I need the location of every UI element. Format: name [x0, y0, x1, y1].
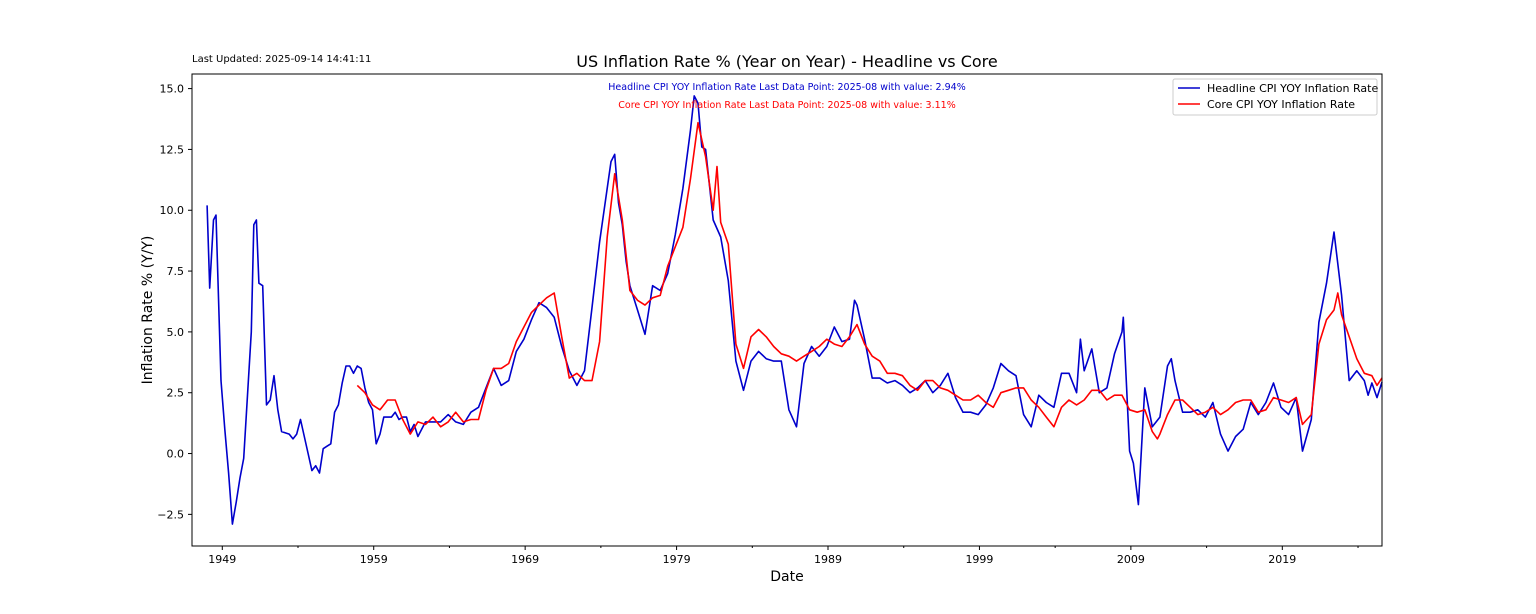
x-axis-label: Date [770, 569, 803, 585]
y-tick-label: 5.0 [167, 326, 185, 339]
x-tick-label: 1989 [814, 553, 842, 566]
headline-last-point-annotation: Headline CPI YOY Inflation Rate Last Dat… [608, 82, 965, 93]
core-cpi-line [356, 121, 1383, 440]
y-tick-label: 12.5 [160, 143, 185, 156]
headline-cpi-line [206, 95, 1383, 525]
y-tick-label: 0.0 [167, 448, 185, 461]
core-last-point-annotation: Core CPI YOY Inflation Rate Last Data Po… [618, 100, 955, 111]
y-tick-label: 2.5 [167, 387, 185, 400]
legend-label-core: Core CPI YOY Inflation Rate [1207, 98, 1355, 111]
legend-label-headline: Headline CPI YOY Inflation Rate [1207, 82, 1378, 95]
x-tick-label: 1979 [663, 553, 691, 566]
legend: Headline CPI YOY Inflation Rate Core CPI… [1172, 78, 1378, 116]
y-tick-label: 15.0 [160, 83, 185, 96]
last-updated-label: Last Updated: 2025-09-14 14:41:11 [192, 54, 371, 65]
x-tick-label: 2009 [1117, 553, 1145, 566]
y-axis-label: Inflation Rate % (Y/Y) [140, 236, 156, 385]
plot-area-frame [191, 73, 1383, 547]
x-tick-label: 2019 [1268, 553, 1296, 566]
x-axis-ticks: 1949 1959 1969 1979 1989 1999 2009 2019 [208, 546, 1359, 566]
y-tick-label: 10.0 [160, 204, 185, 217]
legend-box [1172, 78, 1378, 116]
x-tick-label: 1969 [511, 553, 539, 566]
y-tick-label: −2.5 [157, 508, 184, 521]
x-tick-label: 1949 [208, 553, 236, 566]
x-tick-label: 1999 [965, 553, 993, 566]
y-axis-ticks: −2.5 0.0 2.5 5.0 7.5 10.0 12.5 15.0 [157, 83, 192, 521]
x-tick-label: 1959 [360, 553, 388, 566]
y-tick-label: 7.5 [167, 265, 185, 278]
chart-title: US Inflation Rate % (Year on Year) - Hea… [576, 52, 998, 71]
series-layer [206, 95, 1383, 525]
